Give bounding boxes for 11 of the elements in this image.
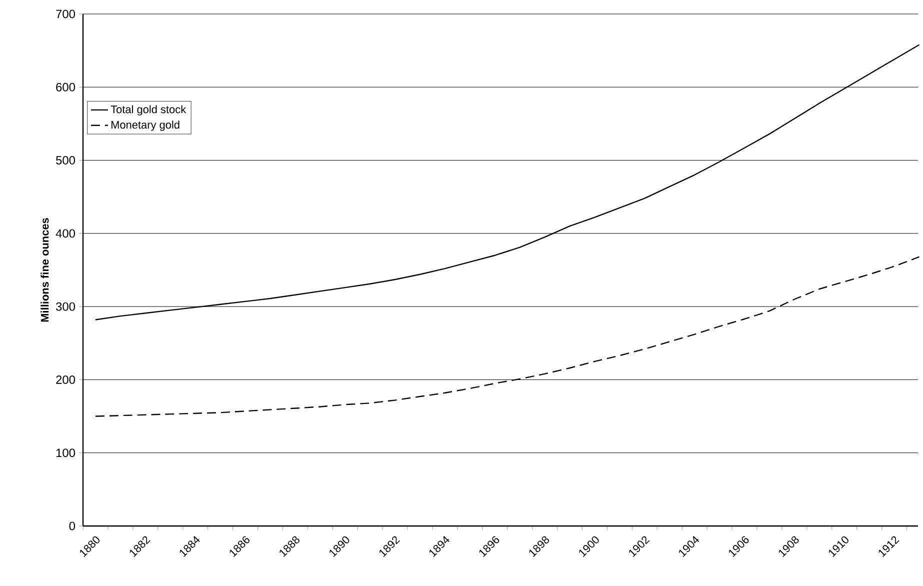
legend-label: Monetary gold bbox=[111, 120, 180, 131]
legend-label: Total gold stock bbox=[110, 105, 186, 116]
y-tick-label: 100 bbox=[56, 448, 76, 458]
y-tick-label: 200 bbox=[56, 375, 76, 384]
y-tick-label: 300 bbox=[56, 302, 76, 311]
y-tick-label: 400 bbox=[56, 229, 76, 238]
y-tick-label: 500 bbox=[56, 156, 76, 164]
y-tick-label: 700 bbox=[56, 10, 76, 18]
y-tick-label: 600 bbox=[56, 82, 76, 92]
y-tick-label: 0 bbox=[69, 522, 76, 530]
y-axis-title: Millions fine ounces bbox=[40, 218, 49, 322]
